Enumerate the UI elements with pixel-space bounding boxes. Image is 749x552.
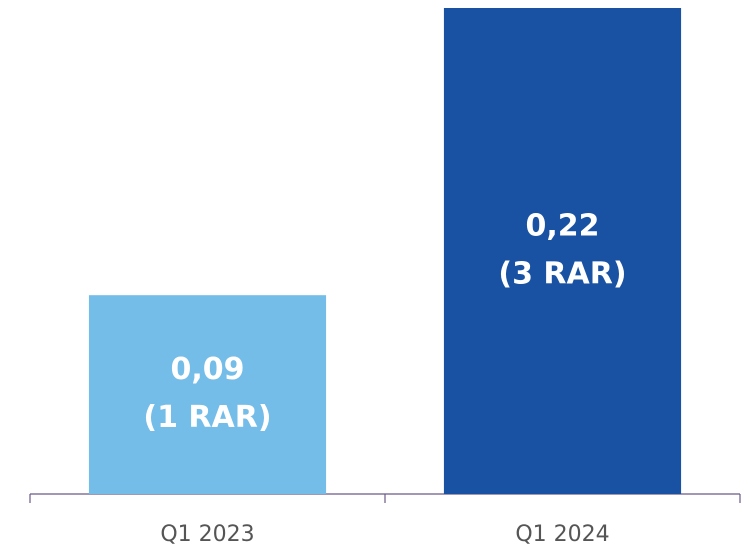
value-annotation: (3 RAR) — [498, 257, 626, 292]
value-label: 0,09 — [170, 352, 244, 387]
bar — [443, 8, 682, 494]
value-label: 0,22 — [525, 209, 599, 244]
bar — [88, 295, 327, 494]
value-annotation: (1 RAR) — [143, 400, 271, 435]
x-tick-label: Q1 2024 — [515, 522, 609, 547]
x-tick-label: Q1 2023 — [160, 522, 254, 547]
